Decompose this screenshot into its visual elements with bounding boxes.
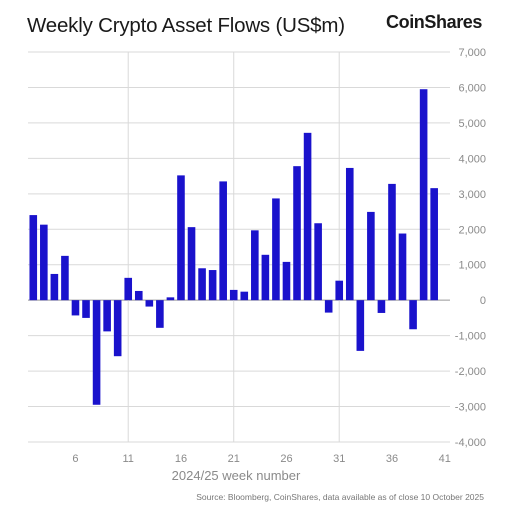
bar-week-33 bbox=[357, 300, 365, 351]
y-tick-label: -4,000 bbox=[455, 437, 486, 449]
bar-week-27 bbox=[293, 166, 301, 300]
bar-week-22 bbox=[240, 292, 248, 301]
bar-week-14 bbox=[156, 300, 164, 328]
bar-week-39 bbox=[420, 89, 428, 300]
bar-week-8 bbox=[93, 300, 101, 405]
bar-week-15 bbox=[167, 297, 175, 300]
y-tick-label: 2,000 bbox=[458, 224, 486, 236]
bar-week-21 bbox=[230, 290, 238, 300]
x-tick-label: 31 bbox=[333, 453, 345, 465]
x-tick-label: 41 bbox=[439, 453, 451, 465]
bar-week-12 bbox=[135, 291, 143, 300]
x-axis-ticks: 6 11 16 21 26 31 36 41 bbox=[72, 453, 450, 465]
y-tick-label: 1,000 bbox=[458, 260, 486, 272]
x-tick-label: 6 bbox=[72, 453, 78, 465]
x-axis-label: 2024/25 week number bbox=[172, 468, 301, 483]
bar-week-20 bbox=[219, 181, 227, 300]
gridlines bbox=[28, 52, 450, 442]
bar-week-7 bbox=[82, 300, 90, 318]
y-tick-label: 6,000 bbox=[458, 82, 486, 94]
bar-week-9 bbox=[103, 300, 111, 331]
y-tick-label: 0 bbox=[480, 295, 486, 307]
bar-week-13 bbox=[146, 300, 154, 306]
y-tick-label: -2,000 bbox=[455, 366, 486, 378]
bar-week-6 bbox=[72, 300, 80, 315]
x-tick-label: 36 bbox=[386, 453, 398, 465]
x-tick-label: 26 bbox=[280, 453, 292, 465]
bar-week-36 bbox=[388, 184, 396, 300]
y-tick-label: 3,000 bbox=[458, 189, 486, 201]
bar-week-2 bbox=[29, 215, 37, 300]
y-axis-ticks: 7,000 6,000 5,000 4,000 3,000 2,000 1,000 0 -1,0… bbox=[455, 47, 486, 449]
bar-week-40 bbox=[430, 188, 438, 300]
bar-week-28 bbox=[304, 133, 312, 300]
x-tick-label: 11 bbox=[123, 453, 134, 465]
y-tick-label: -3,000 bbox=[455, 402, 486, 414]
bar-week-31 bbox=[335, 281, 343, 301]
bar-week-34 bbox=[367, 212, 375, 300]
bar-week-35 bbox=[378, 300, 386, 313]
x-tick-label: 21 bbox=[228, 453, 240, 465]
bar-week-29 bbox=[314, 223, 322, 300]
bar-week-38 bbox=[409, 300, 417, 329]
bar-week-23 bbox=[251, 230, 259, 300]
bar-week-19 bbox=[209, 270, 217, 300]
bar-week-30 bbox=[325, 300, 333, 312]
bar-week-25 bbox=[272, 198, 280, 300]
bar-week-32 bbox=[346, 168, 354, 300]
y-tick-label: 5,000 bbox=[458, 118, 486, 130]
bar-week-17 bbox=[188, 227, 196, 300]
x-tick-label: 16 bbox=[175, 453, 187, 465]
source-note: Source: Bloomberg, CoinShares, data avai… bbox=[196, 492, 484, 502]
bar-week-16 bbox=[177, 175, 185, 300]
bar-week-10 bbox=[114, 300, 122, 356]
bar-week-3 bbox=[40, 225, 48, 301]
y-tick-label: -1,000 bbox=[455, 331, 486, 343]
bar-week-24 bbox=[262, 255, 270, 300]
bar-week-26 bbox=[283, 262, 291, 300]
bar-week-11 bbox=[124, 278, 132, 300]
y-tick-label: 7,000 bbox=[458, 47, 486, 59]
bar-week-4 bbox=[51, 274, 59, 300]
bar-week-5 bbox=[61, 256, 69, 300]
bar-week-18 bbox=[198, 268, 206, 300]
y-tick-label: 4,000 bbox=[458, 153, 486, 165]
bars bbox=[29, 89, 448, 405]
bar-week-37 bbox=[399, 234, 407, 301]
